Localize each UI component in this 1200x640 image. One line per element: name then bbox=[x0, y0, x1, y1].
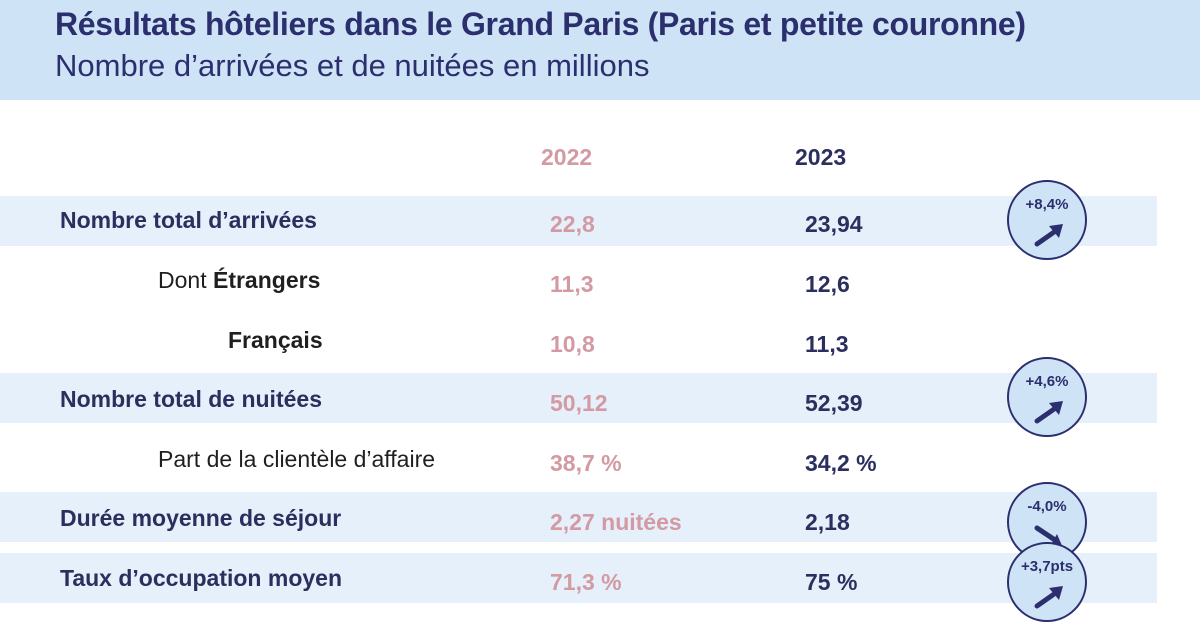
value-2023-francais: 11,3 bbox=[805, 331, 849, 357]
row-band-arrivees bbox=[0, 196, 1157, 246]
up-arrow-icon bbox=[1034, 586, 1063, 609]
up-arrow-icon bbox=[1034, 401, 1063, 424]
value-2022-arrivees: 22,8 bbox=[550, 211, 595, 237]
column-header-2022: 2022 bbox=[541, 144, 593, 170]
value-2023-occupation: 75 % bbox=[805, 569, 858, 595]
badge-text-nuitees: +4,6% bbox=[1025, 373, 1069, 390]
row-band-nuitees bbox=[0, 373, 1157, 423]
label-taux-occupation: Taux d’occupation moyen bbox=[60, 565, 342, 591]
value-2022-etrangers: 11,3 bbox=[550, 271, 594, 297]
label-etrangers-strong: Étrangers bbox=[212, 267, 321, 293]
value-2022-francais: 10,8 bbox=[550, 331, 595, 357]
badge-nuitees: +4,6% bbox=[1007, 357, 1087, 437]
label-clientele-affaire: Part de la clientèle d’affaire bbox=[158, 446, 436, 472]
up-arrow-icon bbox=[1034, 224, 1063, 247]
value-2022-occupation: 71,3 % bbox=[550, 569, 622, 595]
value-2023-arrivees: 23,94 bbox=[805, 211, 863, 237]
badge-text-duree: -4,0% bbox=[1027, 498, 1067, 515]
badge-text-arrivees: +8,4% bbox=[1025, 196, 1069, 213]
badge-text-occupation: +3,7pts bbox=[1020, 558, 1074, 575]
value-2023-duree: 2,18 bbox=[805, 509, 850, 535]
label-etrangers-prefix: Dont bbox=[158, 267, 213, 293]
value-2022-duree: 2,27 nuitées bbox=[550, 509, 682, 535]
label-francais-strong: Français bbox=[228, 327, 323, 353]
badge-arrivees: +8,4% bbox=[1007, 180, 1087, 260]
row-band-occupation bbox=[0, 553, 1157, 603]
label-total-arrivees: Nombre total d’arrivées bbox=[60, 207, 317, 233]
badge-occupation: +3,7pts bbox=[1007, 542, 1087, 622]
row-band-duree bbox=[0, 492, 1157, 542]
column-header-2023: 2023 bbox=[795, 144, 847, 170]
page-title: Résultats hôteliers dans le Grand Paris … bbox=[55, 6, 1026, 42]
label-total-nuitees: Nombre total de nuitées bbox=[60, 386, 322, 412]
page-subtitle: Nombre d’arrivées et de nuitées en milli… bbox=[55, 48, 650, 83]
value-2023-etrangers: 12,6 bbox=[805, 271, 850, 297]
value-2023-affaire: 34,2 % bbox=[805, 450, 877, 476]
label-francais: Français bbox=[228, 327, 323, 354]
label-etrangers: Dont Étrangers bbox=[158, 267, 320, 294]
label-duree-sejour: Durée moyenne de séjour bbox=[60, 505, 342, 531]
value-2022-nuitees: 50,12 bbox=[550, 390, 608, 416]
header-banner: Résultats hôteliers dans le Grand Paris … bbox=[0, 0, 1200, 100]
value-2022-affaire: 38,7 % bbox=[550, 450, 622, 476]
value-2023-nuitees: 52,39 bbox=[805, 390, 863, 416]
